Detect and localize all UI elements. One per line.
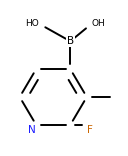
Text: N: N xyxy=(28,125,36,135)
Text: OH: OH xyxy=(92,19,106,28)
Text: HO: HO xyxy=(25,19,39,28)
Text: B: B xyxy=(67,36,74,46)
Text: F: F xyxy=(87,125,93,135)
